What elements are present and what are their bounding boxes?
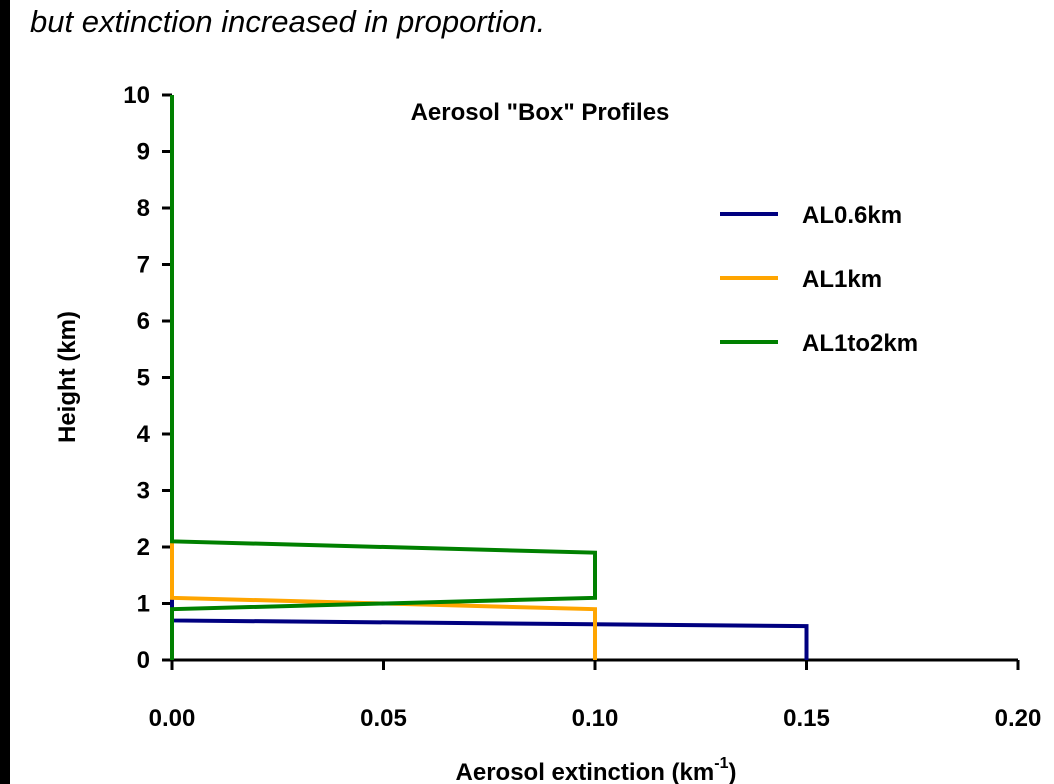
- series-line-al1km: [170, 95, 597, 660]
- x-tick-label: 0.15: [783, 705, 830, 732]
- y-tick-label: 9: [137, 139, 150, 166]
- x-axis-title-end: ): [728, 759, 736, 784]
- x-tick-label: 0.10: [572, 705, 619, 732]
- legend-label: AL1km: [802, 266, 882, 293]
- y-tick-label: 3: [137, 478, 150, 505]
- x-tick-label: 0.20: [995, 705, 1042, 732]
- legend-label: AL0.6km: [802, 202, 902, 229]
- left-border: [0, 0, 10, 784]
- y-tick-label: 0: [137, 647, 150, 674]
- caption-text: but extinction increased in proportion.: [30, 4, 546, 39]
- y-tick-label: 2: [137, 534, 150, 561]
- legend-label: AL1to2km: [802, 330, 918, 357]
- axes-group: 0 1 2 3 4 5 6 7 8 9 10 0.00 0.05 0.10 0.15 0.20: [123, 82, 1041, 732]
- legend: AL0.6km AL1km AL1to2km: [720, 202, 918, 357]
- x-axis-title-main: Aerosol extinction (km: [456, 759, 715, 784]
- x-axis-title: Aerosol extinction (km-1): [456, 755, 737, 784]
- series-line-al1to2km: [170, 95, 597, 660]
- y-tick-label: 5: [137, 365, 150, 392]
- x-axis-title-sup: -1: [714, 755, 728, 772]
- y-tick-label: 1: [137, 591, 150, 618]
- y-tick-label: 7: [137, 252, 150, 279]
- chart-title: Aerosol "Box" Profiles: [411, 99, 670, 126]
- x-tick-label: 0.05: [360, 705, 407, 732]
- series-group: [170, 95, 809, 660]
- y-tick-label: 4: [137, 421, 151, 448]
- x-tick-label: 0.00: [149, 705, 196, 732]
- series-line-al0-6km: [170, 95, 809, 660]
- y-tick-label: 8: [137, 195, 150, 222]
- y-tick-label: 6: [137, 308, 150, 335]
- y-axis-title: Height (km): [54, 311, 81, 443]
- y-tick-label: 10: [123, 82, 150, 109]
